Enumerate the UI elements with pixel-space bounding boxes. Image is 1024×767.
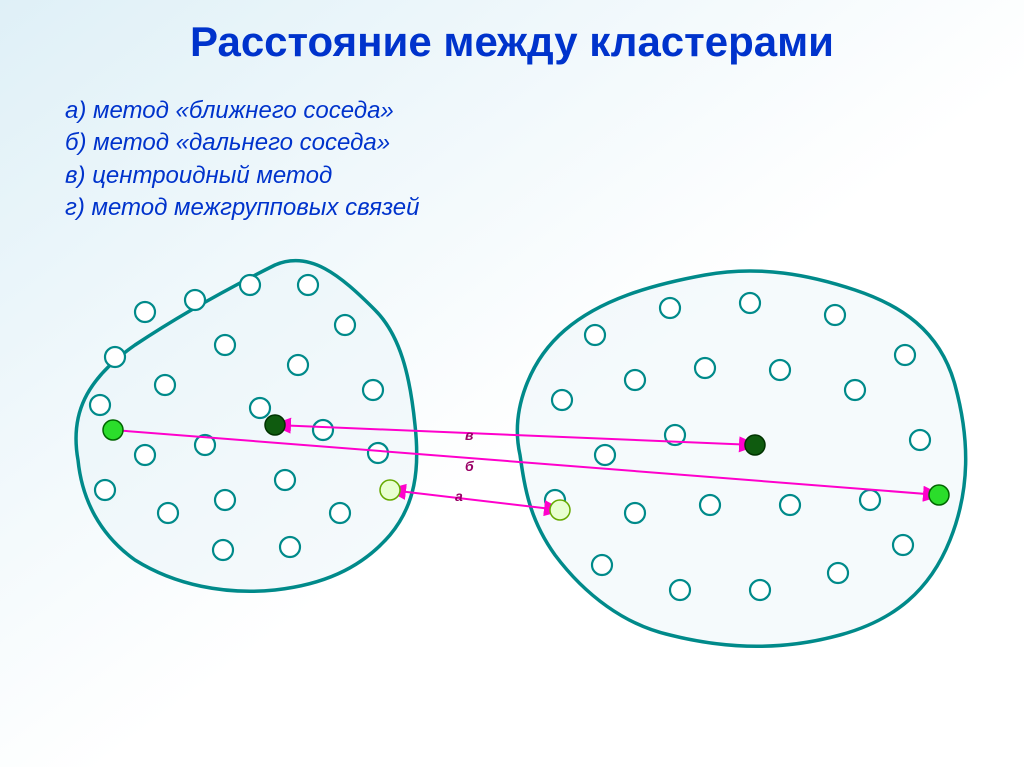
legend-item-c: в) центроидный метод (65, 160, 419, 192)
highlighted-point-dark (265, 415, 285, 435)
data-point-right (670, 580, 690, 600)
data-point-left (215, 490, 235, 510)
data-point-right (552, 390, 572, 410)
data-point-right (750, 580, 770, 600)
slide-title: Расстояние между кластерами (0, 18, 1024, 66)
data-point-right (910, 430, 930, 450)
legend-item-d: г) метод межгрупповых связей (65, 192, 419, 224)
data-point-left (155, 375, 175, 395)
data-point-left (368, 443, 388, 463)
data-point-right (893, 535, 913, 555)
highlighted-point-pale (550, 500, 570, 520)
highlighted-point-pale (380, 480, 400, 500)
data-point-right (780, 495, 800, 515)
data-point-left (213, 540, 233, 560)
arrow-label-в: в (465, 427, 473, 443)
data-point-left (313, 420, 333, 440)
data-point-right (860, 490, 880, 510)
arrow-label-а: а (455, 488, 463, 504)
data-point-left (298, 275, 318, 295)
data-point-right (845, 380, 865, 400)
data-point-left (215, 335, 235, 355)
data-point-left (135, 302, 155, 322)
data-point-right (740, 293, 760, 313)
legend-list: а) метод «ближнего соседа» б) метод «дал… (65, 95, 419, 225)
data-point-right (825, 305, 845, 325)
legend-item-a: а) метод «ближнего соседа» (65, 95, 419, 127)
data-point-right (770, 360, 790, 380)
data-point-right (595, 445, 615, 465)
arrow-label-б: б (465, 458, 474, 474)
data-point-left (335, 315, 355, 335)
highlighted-point-green (103, 420, 123, 440)
data-point-left (330, 503, 350, 523)
data-point-right (695, 358, 715, 378)
data-point-right (625, 503, 645, 523)
data-point-right (660, 298, 680, 318)
data-point-left (250, 398, 270, 418)
data-point-right (828, 563, 848, 583)
data-point-left (105, 347, 125, 367)
cluster-blob-1 (76, 261, 417, 592)
data-point-left (158, 503, 178, 523)
data-point-left (135, 445, 155, 465)
data-point-right (700, 495, 720, 515)
data-point-left (240, 275, 260, 295)
highlighted-point-green (929, 485, 949, 505)
data-point-right (585, 325, 605, 345)
data-point-right (625, 370, 645, 390)
data-point-left (288, 355, 308, 375)
cluster-diagram (0, 230, 1024, 730)
data-point-right (592, 555, 612, 575)
data-point-left (363, 380, 383, 400)
data-point-right (895, 345, 915, 365)
data-point-left (275, 470, 295, 490)
data-point-left (95, 480, 115, 500)
legend-item-b: б) метод «дальнего соседа» (65, 127, 419, 159)
data-point-left (185, 290, 205, 310)
data-point-left (90, 395, 110, 415)
cluster-blob-2 (517, 271, 965, 646)
data-point-left (280, 537, 300, 557)
highlighted-point-dark (745, 435, 765, 455)
